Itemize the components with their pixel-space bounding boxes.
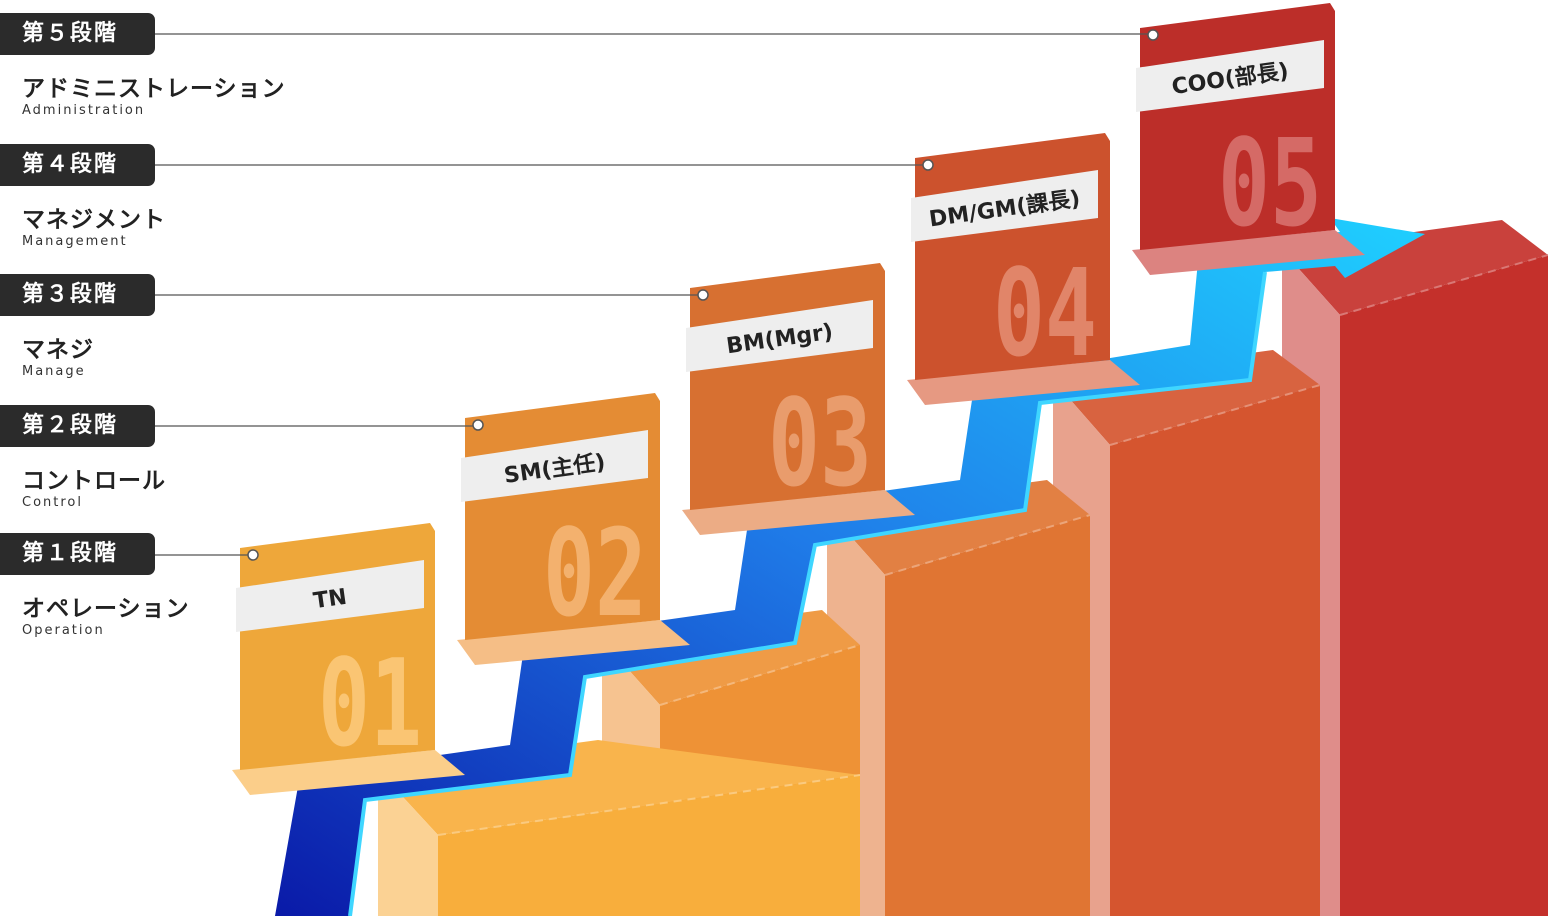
step-edge-line — [659, 644, 861, 706]
stage-number: 05 — [1218, 114, 1322, 254]
sign-base — [682, 490, 915, 535]
stage-number: 01 — [318, 634, 422, 774]
pin-icon — [697, 289, 709, 301]
stage-name-en: Control — [22, 495, 83, 510]
stage-step-5 — [1282, 220, 1548, 916]
growth-arrow-rim — [348, 271, 1267, 916]
stage-sign-3: BM(Mgr)03 — [682, 263, 915, 535]
role-label-bar — [236, 560, 424, 632]
role-label-bar — [461, 430, 648, 502]
stage-badge: 第１段階 — [0, 533, 155, 575]
stage-badge: 第２段階 — [0, 405, 155, 447]
role-label-bar — [686, 300, 873, 372]
role-label-bar — [1136, 40, 1324, 112]
role-label-bar — [911, 170, 1098, 242]
stage-name-en: Administration — [22, 103, 146, 118]
stage-sign-2: SM(主任)02 — [457, 393, 690, 665]
stage-step-4 — [1053, 350, 1321, 916]
sign-base — [1132, 230, 1365, 275]
stage-number: 04 — [993, 244, 1097, 384]
stage-sign-5: COO(部長)05 — [1132, 3, 1365, 275]
role-label: TN — [312, 585, 349, 614]
stage-sign-4: DM/GM(課長)04 — [907, 133, 1140, 405]
stage-name-en: Operation — [22, 623, 105, 638]
sign-base — [907, 360, 1140, 405]
stage-name-jp: マネジメント — [22, 207, 166, 233]
pin-icon — [922, 159, 934, 171]
step-front-face — [438, 775, 860, 916]
step-edge-line — [1109, 384, 1321, 446]
pin-icon — [472, 419, 484, 431]
pin-icon — [1147, 29, 1159, 41]
stage-badge: 第３段階 — [0, 274, 155, 316]
stage-step-3 — [827, 480, 1091, 916]
stage-badge: 第４段階 — [0, 144, 155, 186]
step-front-face — [885, 515, 1090, 916]
stage-number: 02 — [543, 504, 647, 644]
growth-arrow-icon — [275, 218, 1425, 916]
stage-name-jp: マネジ — [22, 337, 94, 363]
stage-name-jp: アドミニストレーション — [22, 76, 286, 102]
step-side-face — [378, 770, 438, 916]
step-front-face — [1110, 385, 1320, 916]
stage-name-en: Manage — [22, 364, 86, 379]
sign-base — [457, 620, 690, 665]
stage-name-jp: コントロール — [22, 468, 166, 494]
sign-base — [232, 750, 465, 795]
stage-name-en: Management — [22, 234, 128, 249]
step-edge-line — [884, 514, 1091, 576]
stage-badge: 第５段階 — [0, 13, 155, 55]
stage-sign-1: TN 01 — [232, 523, 465, 795]
step-edge-line — [437, 774, 861, 836]
stage-name-jp: オペレーション — [22, 596, 190, 622]
step-front-face — [1340, 255, 1548, 916]
stage-number: 03 — [768, 374, 872, 514]
pin-icon — [247, 549, 259, 561]
